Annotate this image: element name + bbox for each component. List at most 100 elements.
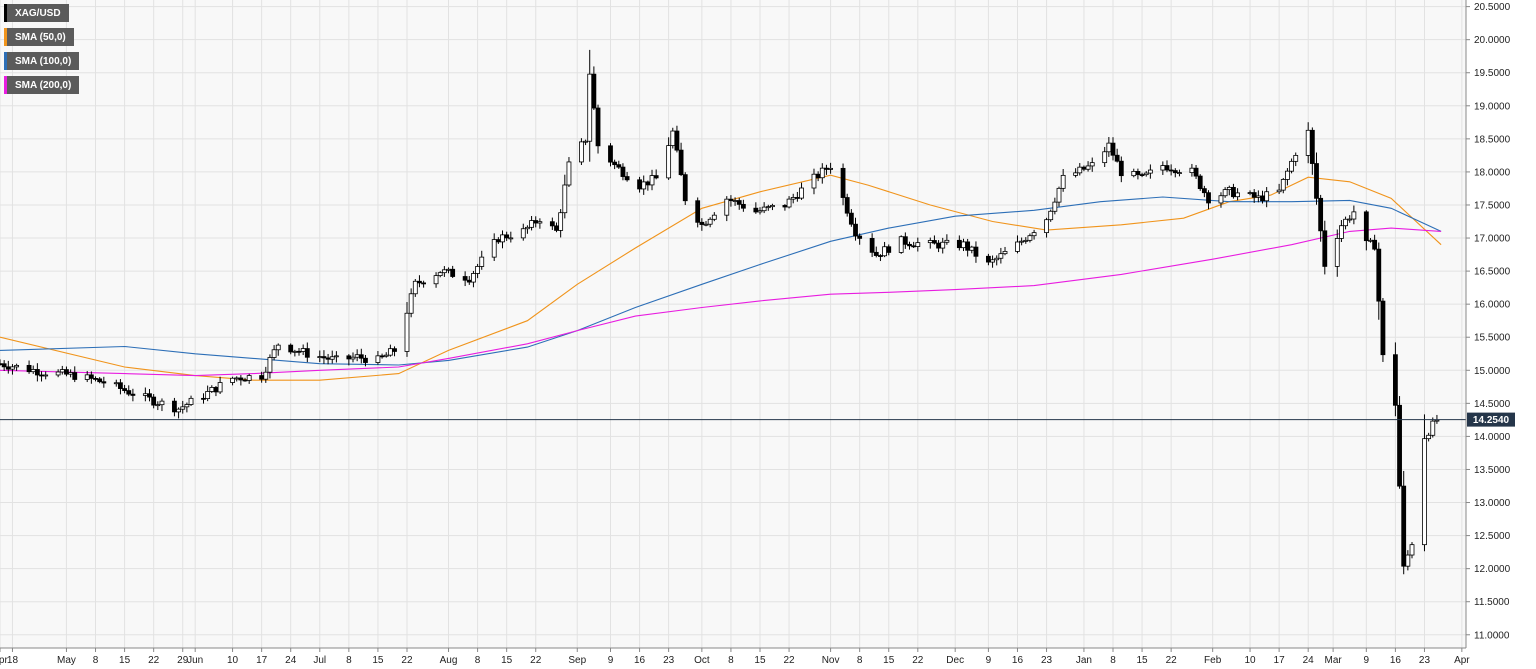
candle-body bbox=[1, 363, 7, 368]
candle-body bbox=[591, 73, 597, 109]
current-price-label-bg bbox=[1467, 412, 1515, 427]
candle-body bbox=[433, 275, 439, 285]
candle-body bbox=[927, 240, 933, 244]
candle-body bbox=[421, 282, 427, 285]
legend-item-xagusd[interactable]: XAG/USD bbox=[4, 4, 69, 22]
candle bbox=[1172, 168, 1178, 178]
candle-body bbox=[703, 223, 709, 226]
candle-body bbox=[840, 167, 846, 198]
candle bbox=[1314, 152, 1319, 205]
candle bbox=[126, 385, 132, 397]
candle bbox=[1231, 183, 1236, 199]
x-tick-label: 17 bbox=[256, 655, 268, 666]
candle bbox=[1218, 192, 1224, 208]
candle bbox=[1197, 174, 1203, 191]
candle-body bbox=[732, 200, 738, 202]
candle-body bbox=[350, 356, 356, 360]
candle bbox=[840, 163, 846, 206]
candle-body bbox=[1044, 219, 1049, 234]
legend-swatch bbox=[4, 4, 7, 22]
candle-body bbox=[404, 312, 410, 352]
candle-body bbox=[911, 245, 917, 248]
candle-body bbox=[1102, 151, 1108, 164]
legend-label: SMA (100,0) bbox=[15, 55, 72, 67]
candle-body bbox=[998, 253, 1004, 259]
candle-body bbox=[1422, 438, 1427, 546]
candle-body bbox=[579, 141, 584, 163]
candle bbox=[1, 360, 7, 371]
candle bbox=[1351, 205, 1357, 225]
x-tick-label: 10 bbox=[227, 655, 239, 666]
candle-body bbox=[790, 197, 796, 200]
candle bbox=[1289, 158, 1294, 174]
x-tick-label: 8 bbox=[857, 655, 863, 666]
candle bbox=[500, 230, 505, 249]
candle bbox=[350, 352, 356, 363]
x-tick-label: 23 bbox=[663, 655, 675, 666]
candle bbox=[1118, 156, 1124, 183]
candle-body bbox=[1318, 197, 1324, 232]
candle bbox=[1085, 161, 1091, 172]
candle bbox=[1343, 216, 1348, 230]
candle-body bbox=[155, 404, 161, 407]
candle-body bbox=[740, 203, 746, 209]
candle bbox=[1077, 163, 1083, 176]
candle-body bbox=[624, 176, 630, 181]
candle bbox=[1060, 169, 1066, 192]
candle-body bbox=[55, 371, 61, 376]
candle bbox=[1114, 148, 1120, 163]
candle-body bbox=[525, 226, 530, 230]
candle-body bbox=[392, 348, 397, 352]
candle bbox=[1347, 215, 1353, 223]
candle bbox=[1015, 235, 1020, 254]
y-tick-label: 17.0000 bbox=[1474, 234, 1511, 245]
candle-body bbox=[1201, 188, 1207, 194]
candle-body bbox=[1285, 170, 1290, 180]
candle-body bbox=[1073, 172, 1079, 176]
candle-body bbox=[387, 348, 393, 356]
candle bbox=[1334, 229, 1340, 277]
candle-body bbox=[986, 255, 991, 263]
candle bbox=[707, 217, 713, 228]
candle-body bbox=[869, 237, 875, 253]
y-tick-label: 16.0000 bbox=[1474, 300, 1511, 311]
candle-body bbox=[259, 375, 265, 380]
legend-item-sma-100[interactable]: SMA (100,0) bbox=[4, 52, 80, 70]
legend-swatch bbox=[4, 52, 7, 70]
candle-body bbox=[5, 366, 11, 370]
candle bbox=[932, 235, 937, 245]
candle bbox=[1285, 168, 1290, 186]
x-tick-label: 24 bbox=[1303, 655, 1315, 666]
candle bbox=[562, 174, 568, 219]
candle bbox=[1135, 168, 1141, 180]
legend-item-sma-200[interactable]: SMA (200,0) bbox=[4, 76, 80, 94]
candle-body bbox=[205, 391, 211, 400]
candle-body bbox=[213, 387, 219, 393]
x-tick-label: Jan bbox=[1076, 655, 1092, 666]
candle-body bbox=[1060, 174, 1066, 189]
candle bbox=[703, 221, 709, 227]
candle bbox=[1143, 171, 1149, 177]
candle-body bbox=[39, 374, 44, 377]
candle bbox=[1102, 146, 1108, 168]
candle bbox=[267, 354, 273, 379]
candle-body bbox=[1368, 239, 1373, 242]
candle bbox=[811, 168, 817, 195]
candle bbox=[1251, 189, 1257, 203]
candle-body bbox=[695, 200, 701, 223]
legend-item-sma-50[interactable]: SMA (50,0) bbox=[4, 28, 74, 46]
candle bbox=[1392, 342, 1398, 417]
x-axis: Apr18May8152229Jun101724Jul81522Aug81522… bbox=[0, 647, 1470, 666]
x-tick-label: 15 bbox=[883, 655, 895, 666]
candle bbox=[944, 234, 950, 245]
candle-body bbox=[383, 354, 389, 357]
candle-body bbox=[857, 235, 863, 239]
candle bbox=[915, 237, 921, 252]
candle-body bbox=[1172, 170, 1178, 174]
candle-body bbox=[674, 130, 680, 151]
legend-swatch bbox=[4, 76, 7, 94]
candle-body bbox=[558, 212, 564, 231]
sma-line bbox=[0, 227, 1442, 377]
candle-body bbox=[520, 228, 526, 239]
candle bbox=[649, 169, 655, 191]
